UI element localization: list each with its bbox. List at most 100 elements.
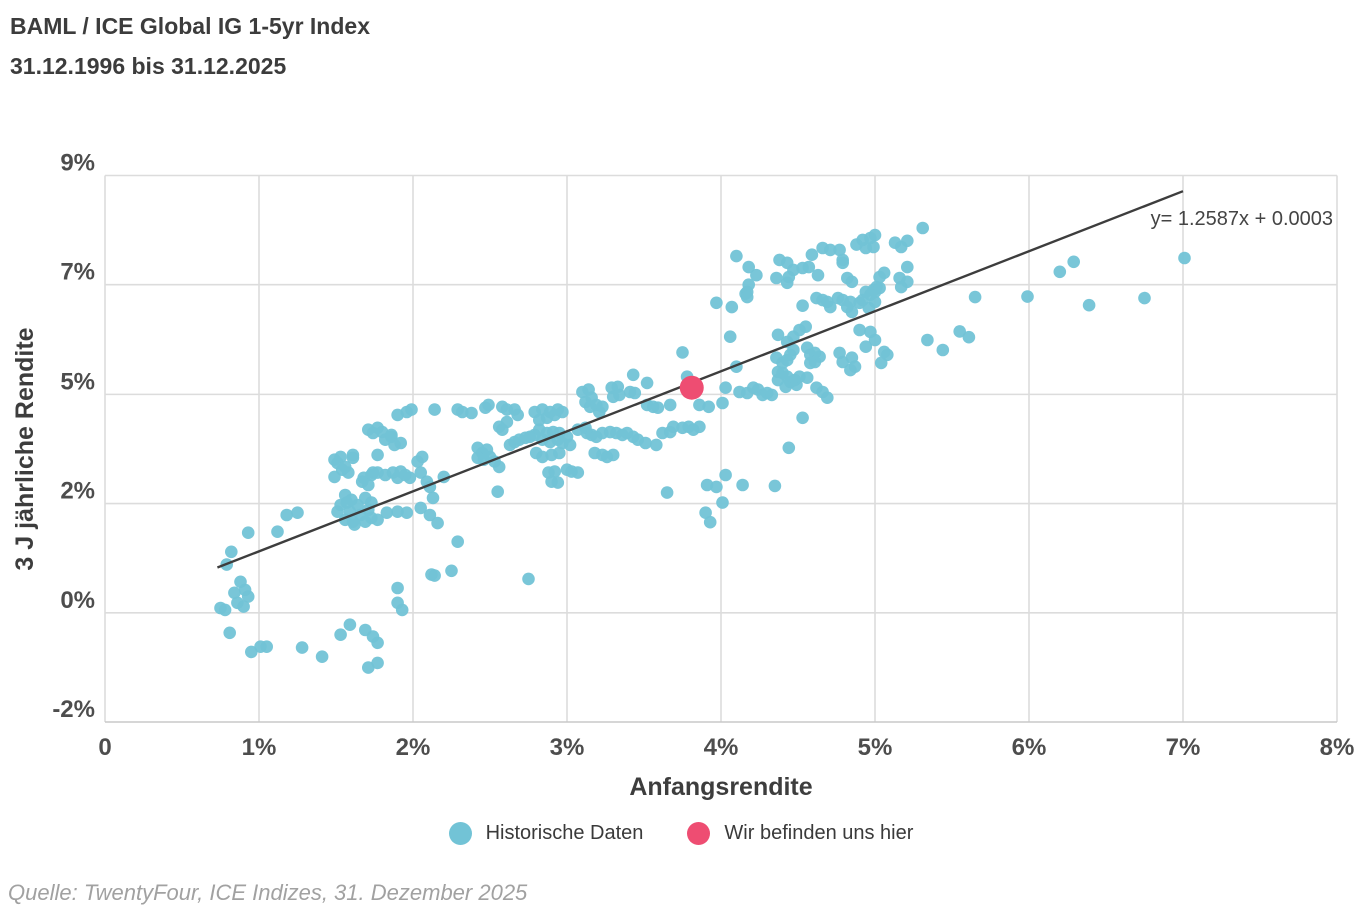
scatter-point[interactable] bbox=[962, 330, 976, 344]
scatter-point[interactable] bbox=[663, 398, 677, 412]
scatter-point[interactable] bbox=[291, 506, 304, 519]
scatter-point[interactable] bbox=[703, 515, 717, 529]
scatter-point[interactable] bbox=[796, 411, 809, 425]
scatter-point[interactable] bbox=[750, 268, 763, 282]
scatter-point[interactable] bbox=[280, 508, 294, 522]
scatter-point[interactable] bbox=[771, 328, 785, 342]
legend-item-current[interactable]: Wir befinden uns hier bbox=[687, 822, 913, 845]
scatter-point[interactable] bbox=[660, 486, 674, 499]
current-position-point[interactable] bbox=[679, 375, 704, 400]
scatter-point[interactable] bbox=[799, 320, 812, 334]
scatter-point[interactable] bbox=[1082, 298, 1096, 312]
scatter-point[interactable] bbox=[465, 406, 478, 420]
scatter-point[interactable] bbox=[340, 496, 354, 509]
scatter-point[interactable] bbox=[395, 603, 409, 617]
scatter-point[interactable] bbox=[770, 271, 783, 285]
scatter-point[interactable] bbox=[471, 451, 485, 465]
scatter-point[interactable] bbox=[428, 403, 441, 416]
scatter-point[interactable] bbox=[824, 243, 837, 257]
scatter-point[interactable] bbox=[844, 363, 857, 377]
scatter-point[interactable] bbox=[699, 506, 712, 519]
scatter-point[interactable] bbox=[796, 261, 809, 275]
scatter-point[interactable] bbox=[522, 572, 535, 586]
scatter-point[interactable] bbox=[414, 466, 428, 479]
scatter-point[interactable] bbox=[710, 296, 723, 310]
scatter-point[interactable] bbox=[873, 281, 886, 295]
scatter-point[interactable] bbox=[894, 280, 908, 294]
scatter-point[interactable] bbox=[403, 471, 417, 485]
scatter-point[interactable] bbox=[650, 438, 663, 452]
scatter-point[interactable] bbox=[968, 290, 982, 304]
scatter-point[interactable] bbox=[606, 448, 620, 462]
scatter-point[interactable] bbox=[613, 388, 626, 402]
scatter-point[interactable] bbox=[346, 448, 360, 462]
scatter-point[interactable] bbox=[328, 470, 341, 484]
scatter-point[interactable] bbox=[716, 496, 729, 509]
scatter-point[interactable] bbox=[833, 243, 846, 257]
scatter-point[interactable] bbox=[225, 545, 238, 559]
legend-item-historical[interactable]: Historische Daten bbox=[448, 822, 643, 845]
scatter-point[interactable] bbox=[868, 333, 882, 347]
scatter-point[interactable] bbox=[228, 586, 241, 600]
scatter-point[interactable] bbox=[445, 564, 458, 578]
scatter-point[interactable] bbox=[626, 368, 640, 382]
scatter-point[interactable] bbox=[492, 460, 506, 474]
scatter-point[interactable] bbox=[765, 388, 779, 402]
scatter-point[interactable] bbox=[426, 491, 440, 505]
scatter-point[interactable] bbox=[1138, 291, 1151, 305]
scatter-point[interactable] bbox=[821, 391, 834, 405]
scatter-point[interactable] bbox=[628, 386, 642, 400]
scatter-point[interactable] bbox=[1178, 251, 1191, 265]
scatter-point[interactable] bbox=[371, 513, 384, 527]
scatter-point[interactable] bbox=[371, 448, 384, 462]
scatter-point[interactable] bbox=[1053, 265, 1067, 279]
scatter-point[interactable] bbox=[859, 340, 873, 354]
scatter-point[interactable] bbox=[901, 260, 914, 274]
scatter-point[interactable] bbox=[894, 240, 908, 254]
scatter-point[interactable] bbox=[260, 640, 274, 653]
scatter-point[interactable] bbox=[740, 290, 754, 304]
scatter-point[interactable] bbox=[640, 376, 654, 390]
scatter-point[interactable] bbox=[782, 441, 796, 455]
scatter-point[interactable] bbox=[779, 380, 792, 394]
scatter-point[interactable] bbox=[385, 428, 398, 442]
scatter-point[interactable] bbox=[371, 636, 384, 650]
scatter-point[interactable] bbox=[719, 381, 732, 395]
scatter-point[interactable] bbox=[874, 356, 888, 370]
scatter-point[interactable] bbox=[556, 405, 569, 419]
scatter-point[interactable] bbox=[702, 400, 715, 414]
scatter-point[interactable] bbox=[371, 656, 384, 670]
scatter-point[interactable] bbox=[500, 415, 514, 429]
scatter-point[interactable] bbox=[456, 405, 469, 419]
scatter-point[interactable] bbox=[394, 436, 408, 450]
scatter-point[interactable] bbox=[237, 600, 250, 613]
scatter-point[interactable] bbox=[391, 581, 404, 595]
scatter-point[interactable] bbox=[362, 478, 375, 492]
scatter-point[interactable] bbox=[667, 420, 680, 434]
scatter-point[interactable] bbox=[796, 299, 809, 313]
scatter-point[interactable] bbox=[241, 526, 255, 539]
scatter-point[interactable] bbox=[811, 268, 825, 282]
scatter-point[interactable] bbox=[334, 450, 347, 464]
scatter-point[interactable] bbox=[223, 626, 236, 640]
scatter-point[interactable] bbox=[921, 333, 934, 347]
scatter-point[interactable] bbox=[736, 478, 749, 492]
scatter-point[interactable] bbox=[916, 221, 929, 235]
scatter-point[interactable] bbox=[693, 420, 706, 434]
scatter-point[interactable] bbox=[271, 525, 284, 538]
scatter-point[interactable] bbox=[804, 356, 817, 370]
scatter-point[interactable] bbox=[651, 401, 665, 415]
scatter-point[interactable] bbox=[218, 603, 232, 617]
scatter-point[interactable] bbox=[730, 249, 743, 263]
scatter-point[interactable] bbox=[867, 240, 880, 254]
scatter-point[interactable] bbox=[563, 438, 577, 452]
scatter-point[interactable] bbox=[391, 505, 404, 518]
scatter-point[interactable] bbox=[346, 515, 360, 528]
scatter-point[interactable] bbox=[936, 343, 950, 357]
scatter-point[interactable] bbox=[428, 569, 441, 582]
scatter-point[interactable] bbox=[571, 466, 585, 479]
scatter-point[interactable] bbox=[853, 296, 866, 310]
scatter-point[interactable] bbox=[953, 325, 966, 338]
scatter-point[interactable] bbox=[431, 516, 444, 530]
scatter-point[interactable] bbox=[405, 403, 418, 416]
